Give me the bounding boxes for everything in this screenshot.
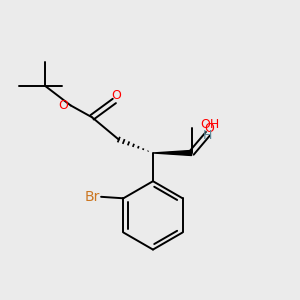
Text: Br: Br <box>84 190 100 204</box>
Polygon shape <box>153 150 192 155</box>
Text: H: H <box>202 129 212 142</box>
Text: O: O <box>205 122 214 135</box>
Text: O: O <box>58 99 68 112</box>
Text: OH: OH <box>200 118 219 130</box>
Text: O: O <box>111 89 121 102</box>
